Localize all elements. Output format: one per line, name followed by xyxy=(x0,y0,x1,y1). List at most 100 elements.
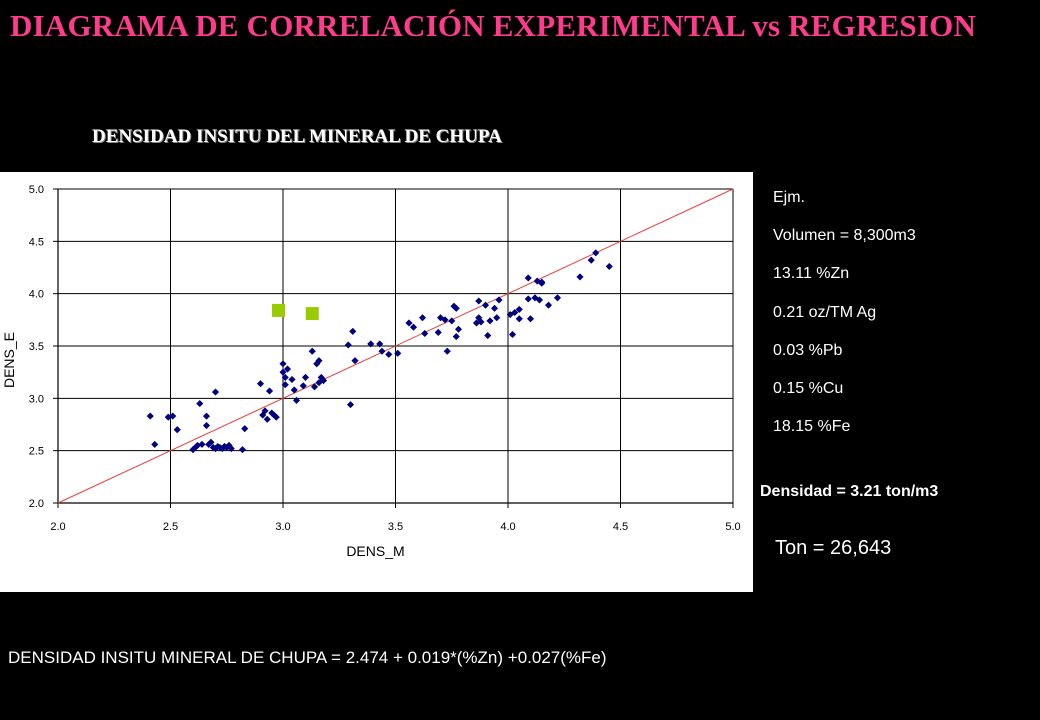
data-point xyxy=(452,332,460,341)
data-point xyxy=(290,386,298,394)
chart-subtitle: DENSIDAD INSITU DEL MINERAL DE CHUPA xyxy=(92,126,502,147)
data-point xyxy=(454,325,463,333)
data-point xyxy=(394,349,402,357)
y-tick-label: 3.0 xyxy=(29,393,44,405)
data-point xyxy=(378,347,386,355)
y-tick-label: 2.0 xyxy=(29,498,44,510)
data-point xyxy=(146,412,154,420)
density-result: Densidad = 3.21 ton/m3 xyxy=(760,483,939,500)
data-point xyxy=(238,445,247,454)
data-point xyxy=(531,294,539,302)
y-tick-label: 4.0 xyxy=(29,289,44,301)
example-cu: 0.15 %Cu xyxy=(773,379,844,397)
example-label: Ejm. xyxy=(773,189,805,206)
data-point xyxy=(511,308,519,317)
example-panel: Ejm. Volumen = 8,300m3 13.11 %Zn 0.21 oz… xyxy=(773,188,1013,455)
data-point xyxy=(576,273,584,281)
slide-title: DIAGRAMA DE CORRELACIÓN EXPERIMENTAL vs … xyxy=(10,8,977,43)
data-point xyxy=(486,317,494,325)
data-point xyxy=(281,373,289,382)
example-fe: 18.15 %Fe xyxy=(773,418,851,436)
data-point xyxy=(524,295,532,303)
data-point xyxy=(533,277,541,285)
data-point xyxy=(196,399,204,408)
data-point xyxy=(349,327,357,336)
x-tick-label: 3.5 xyxy=(388,521,403,533)
data-point xyxy=(508,330,517,339)
data-point xyxy=(441,316,449,324)
data-point xyxy=(553,294,562,302)
data-point xyxy=(493,314,501,322)
x-tick-label: 3.0 xyxy=(275,521,290,533)
data-point xyxy=(405,319,413,327)
x-axis-title: DENS_M xyxy=(346,543,404,559)
data-point xyxy=(515,315,523,323)
data-point xyxy=(495,296,503,304)
data-point xyxy=(484,331,492,340)
data-point xyxy=(301,373,310,382)
data-point xyxy=(279,360,287,368)
data-point xyxy=(344,341,352,349)
example-zn: 13.11 %Zn xyxy=(773,265,850,283)
data-point xyxy=(538,278,546,286)
data-point xyxy=(490,304,499,312)
data-point xyxy=(310,383,319,391)
data-point xyxy=(261,407,269,415)
scatter-chart-panel: 2.0 2.5 3.0 3.5 4.0 4.5 5.0 2.0 2.5 3.0 3.5 4.0 4.5 5… xyxy=(0,172,753,592)
data-point xyxy=(279,368,287,376)
data-point xyxy=(227,444,235,453)
data-point xyxy=(605,262,613,271)
data-point xyxy=(376,340,384,348)
outlier-point xyxy=(305,307,319,321)
x-tick-label: 4.5 xyxy=(613,521,628,533)
y-tick-label: 5.0 xyxy=(29,184,44,196)
data-point xyxy=(535,296,544,304)
data-point xyxy=(515,305,523,314)
data-point xyxy=(207,438,215,446)
data-point xyxy=(308,347,316,355)
data-point xyxy=(173,426,181,434)
data-point xyxy=(169,412,177,420)
example-pb: 0.03 %Pb xyxy=(773,341,843,359)
data-point xyxy=(202,421,211,430)
y-tick-label: 3.5 xyxy=(29,341,44,353)
data-point xyxy=(587,256,595,264)
x-tick-label: 4.0 xyxy=(500,521,515,533)
data-point xyxy=(265,387,274,395)
data-point xyxy=(475,297,483,305)
data-point xyxy=(477,318,485,326)
data-point xyxy=(351,356,359,365)
data-point xyxy=(544,301,553,309)
x-tick-label: 5.0 xyxy=(725,521,740,533)
data-point xyxy=(448,317,456,325)
data-point xyxy=(524,274,532,282)
data-point xyxy=(315,356,323,365)
data-point xyxy=(299,382,307,390)
data-point xyxy=(288,375,296,384)
y-tick-label: 4.5 xyxy=(29,236,44,248)
y-axis-title: DENS_E xyxy=(1,332,17,388)
data-point xyxy=(367,340,375,348)
data-point xyxy=(283,365,292,373)
data-point xyxy=(418,314,427,322)
data-point xyxy=(292,396,301,405)
data-point xyxy=(319,376,328,385)
outlier-point xyxy=(272,303,285,317)
data-point xyxy=(272,413,280,421)
data-point xyxy=(452,304,460,312)
data-point xyxy=(241,425,249,433)
data-point xyxy=(592,249,600,257)
data-point xyxy=(211,388,220,396)
x-tick-label: 2.5 xyxy=(163,521,178,533)
data-point xyxy=(151,440,159,449)
regression-formula: DENSIDAD INSITU MINERAL DE CHUPA = 2.474… xyxy=(8,648,607,667)
data-point xyxy=(385,350,393,359)
data-point xyxy=(281,381,289,389)
data-point xyxy=(409,323,418,331)
data-point xyxy=(256,380,265,388)
data-point xyxy=(263,415,271,423)
regression-line xyxy=(57,188,734,504)
example-volume: Volumen = 8,300m3 xyxy=(773,227,916,245)
data-point xyxy=(434,328,442,337)
data-point xyxy=(443,347,451,355)
